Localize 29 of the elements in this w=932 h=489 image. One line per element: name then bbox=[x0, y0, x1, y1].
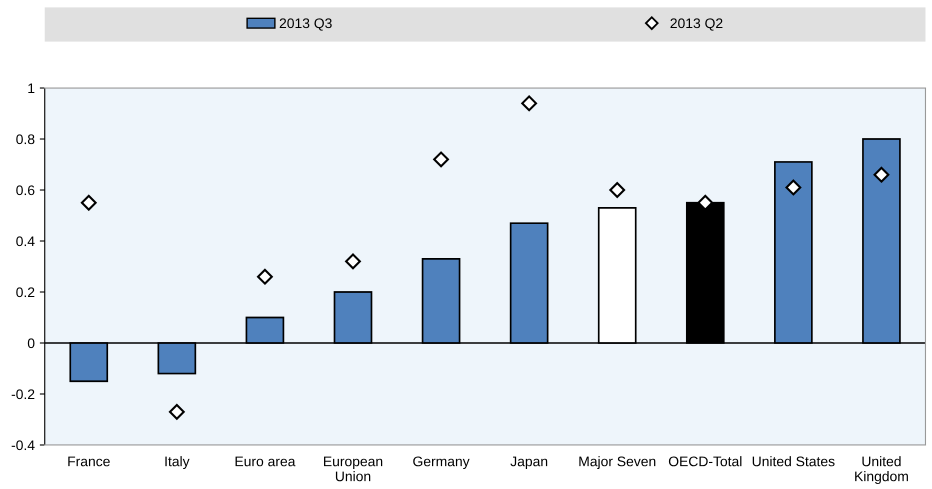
y-tick-label: 1 bbox=[28, 83, 34, 94]
x-tick-label: United States bbox=[752, 456, 835, 466]
y-tick-label: 0.6 bbox=[16, 185, 34, 196]
y-tick-label: 0.8 bbox=[16, 134, 34, 144]
point bbox=[257, 268, 273, 285]
y-tick-label: 0.4 bbox=[16, 236, 35, 246]
legend-label: 2013 Q2 bbox=[670, 18, 722, 31]
point bbox=[785, 180, 802, 196]
point bbox=[609, 182, 626, 198]
y-tick-label: -0.2 bbox=[12, 389, 34, 400]
point bbox=[433, 151, 449, 168]
x-tick-label: Japan bbox=[510, 456, 548, 470]
x-tick-label: United Kingdom bbox=[855, 456, 908, 484]
point bbox=[521, 95, 538, 112]
x-tick-label: European Union bbox=[324, 456, 382, 482]
x-tick-label: France bbox=[68, 456, 110, 466]
point bbox=[80, 194, 97, 211]
x-tick-label: OECD-Total bbox=[668, 456, 742, 466]
x-tick-label: Euro area bbox=[236, 456, 296, 466]
y-tick-label: 0 bbox=[28, 338, 34, 348]
point bbox=[168, 404, 185, 420]
x-tick-label: Major Seven bbox=[579, 456, 656, 470]
x-tick-label: Germany bbox=[413, 456, 470, 470]
legend-label: 2013 Q3 bbox=[280, 18, 332, 31]
y-tick-label: 0.2 bbox=[16, 287, 34, 298]
y-tick-label: -0.4 bbox=[12, 440, 35, 450]
point bbox=[874, 166, 890, 183]
point bbox=[345, 253, 361, 270]
x-tick-label: Italy bbox=[165, 456, 190, 470]
